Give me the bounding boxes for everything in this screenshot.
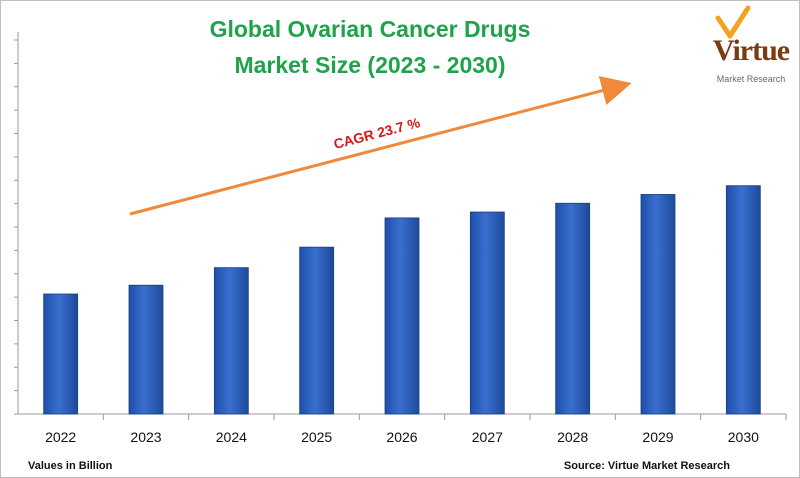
logo-tagline: Market Research <box>716 74 786 84</box>
x-tick-label: 2027 <box>472 429 503 445</box>
bar-2026 <box>384 217 420 415</box>
values-unit-note: Values in Billion <box>28 460 113 472</box>
chart-title-line-1: Global Ovarian Cancer Drugs <box>209 16 531 42</box>
x-tick-label: 2028 <box>557 429 588 445</box>
cagr-label: CAGR 23.7 % <box>332 114 422 152</box>
bar-2028 <box>555 202 591 415</box>
bar-2027 <box>469 211 505 415</box>
cagr-arrow <box>129 76 632 216</box>
x-tick-label: 2026 <box>386 429 417 445</box>
bar-2022 <box>43 293 79 415</box>
x-tick-label: 2029 <box>642 429 673 445</box>
source-note: Source: Virtue Market Research <box>563 460 730 472</box>
x-tick-label: 2030 <box>728 429 759 445</box>
chart-title-line-2: Market Size (2023 - 2030) <box>234 52 506 78</box>
x-tick-label: 2024 <box>216 429 247 445</box>
bar-2030 <box>725 185 761 415</box>
virtue-logo: Virtue Market Research <box>708 4 794 96</box>
x-tick-label: 2022 <box>45 429 76 445</box>
bar-2029 <box>640 194 676 415</box>
bar-2024 <box>213 267 249 415</box>
logo-wordmark: Virtue <box>712 34 790 67</box>
bar-2025 <box>299 246 335 415</box>
logo-check-icon <box>715 5 751 39</box>
x-tick-label: 2023 <box>130 429 161 445</box>
x-tick-label: 2025 <box>301 429 332 445</box>
bar-2023 <box>128 284 164 415</box>
